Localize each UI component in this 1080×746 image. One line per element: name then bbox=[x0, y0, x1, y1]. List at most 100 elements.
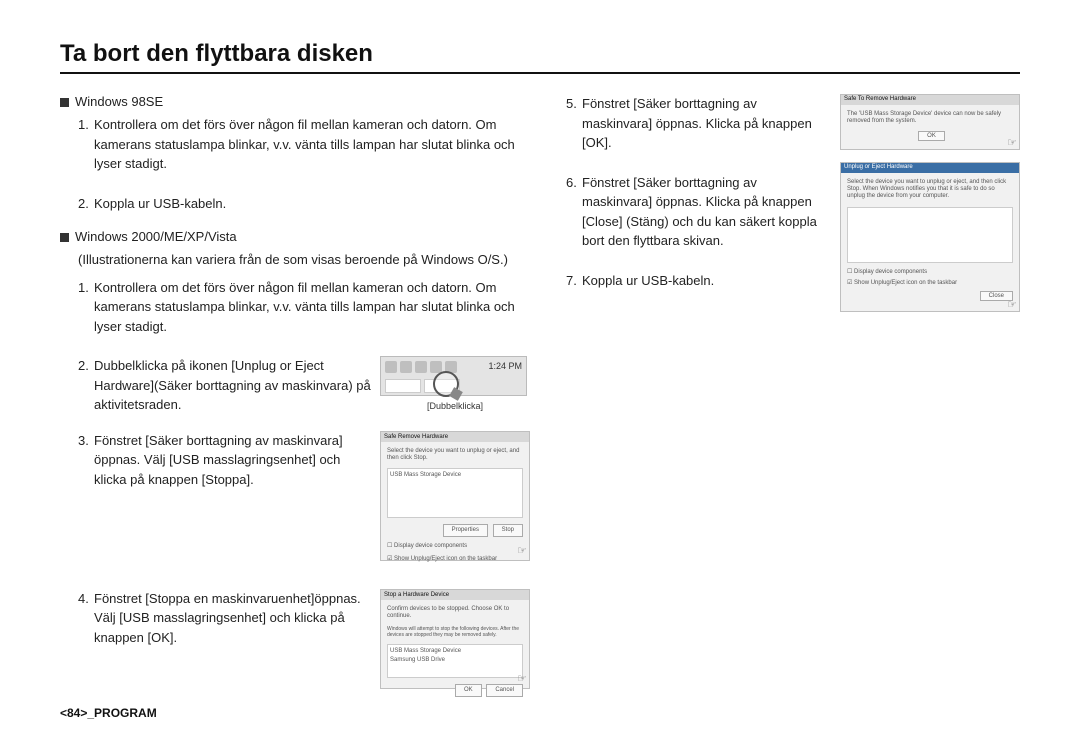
tray-slot bbox=[385, 379, 421, 393]
dialog-body: Select the device you want to unplug or … bbox=[384, 445, 526, 465]
step-text: Dubbelklicka på ikonen [Unplug or Eject … bbox=[94, 356, 372, 415]
step-number: 7. bbox=[566, 271, 582, 291]
square-bullet-icon bbox=[60, 233, 69, 242]
right-figures-column: Safe To Remove Hardware The 'USB Mass St… bbox=[840, 94, 1020, 717]
step4-text-part: 4. Fönstret [Stoppa en maskinvaruenhet]ö… bbox=[78, 589, 372, 701]
list-item: 7. Koppla ur USB-kabeln. bbox=[566, 271, 826, 291]
checkbox-line: ☐ Display device components bbox=[384, 540, 526, 553]
step-number: 4. bbox=[78, 589, 94, 648]
section2-heading-text: Windows 2000/ME/XP/Vista bbox=[75, 229, 237, 244]
system-tray-illustration: 1:24 PM bbox=[380, 356, 527, 396]
dialog-list: USB Mass Storage Device Samsung USB Driv… bbox=[387, 644, 523, 678]
tray-icon bbox=[400, 361, 412, 373]
list-item: 4. Fönstret [Stoppa en maskinvaruenhet]ö… bbox=[78, 589, 372, 648]
step3-text-part: 3. Fönstret [Säker borttagning av maskin… bbox=[78, 431, 372, 573]
pointer-hand-icon: ☞ bbox=[1007, 298, 1017, 311]
tray-figure: 1:24 PM [Dubbelklicka] bbox=[380, 356, 530, 415]
ok-button[interactable]: OK bbox=[455, 684, 482, 697]
dialog-body-2: Windows will attempt to stop the followi… bbox=[384, 623, 526, 641]
step3-row: 3. Fönstret [Säker borttagning av maskin… bbox=[78, 431, 530, 573]
dialog-buttons: Properties Stop bbox=[384, 521, 526, 540]
title-wrap: Ta bort den flyttbara disken bbox=[60, 40, 1020, 74]
step2-text-part: 2. Dubbelklicka på ikonen [Unplug or Eje… bbox=[78, 356, 372, 415]
check-label: Display device components bbox=[854, 269, 927, 275]
dialog-stop-device: Stop a Hardware Device Confirm devices t… bbox=[380, 589, 530, 689]
dialog-list bbox=[847, 207, 1013, 263]
step-number: 6. bbox=[566, 173, 582, 251]
list-item: 3. Fönstret [Säker borttagning av maskin… bbox=[78, 431, 372, 490]
dialog-titlebar: Stop a Hardware Device bbox=[381, 590, 529, 600]
content-columns: Windows 98SE 1. Kontrollera om det förs … bbox=[60, 94, 1020, 717]
section2-heading: Windows 2000/ME/XP/Vista bbox=[60, 229, 530, 244]
check-label: Show Unplug/Eject icon on the taskbar bbox=[394, 556, 497, 562]
right-column: 5. Fönstret [Säker borttagning av maskin… bbox=[566, 94, 1020, 717]
dialog-titlebar: Safe Remove Hardware bbox=[381, 432, 529, 442]
check-label: Show Unplug/Eject icon on the taskbar bbox=[854, 280, 957, 286]
list-entry: USB Mass Storage Device bbox=[390, 472, 461, 478]
dialog-buttons: OK bbox=[844, 128, 1016, 144]
dialog-body: Confirm devices to be stopped. Choose OK… bbox=[384, 603, 526, 623]
dialog-buttons: OK Cancel bbox=[384, 681, 526, 700]
step-number: 1. bbox=[78, 115, 94, 174]
list-item: 6. Fönstret [Säker borttagning av maskin… bbox=[566, 173, 826, 251]
step-text: Fönstret [Säker borttagning av maskinvar… bbox=[94, 431, 372, 490]
square-bullet-icon bbox=[60, 98, 69, 107]
right-list: 5. Fönstret [Säker borttagning av maskin… bbox=[566, 94, 826, 290]
section1-list: 1. Kontrollera om det förs över någon fi… bbox=[60, 115, 530, 213]
dialog-safe-to-remove: Safe To Remove Hardware The 'USB Mass St… bbox=[840, 94, 1020, 150]
section1-heading-text: Windows 98SE bbox=[75, 94, 163, 109]
step-text: Fönstret [Säker borttagning av maskinvar… bbox=[582, 173, 826, 251]
list-item: 2. Dubbelklicka på ikonen [Unplug or Eje… bbox=[78, 356, 372, 415]
checkbox-line: ☑ Show Unplug/Eject icon on the taskbar bbox=[844, 277, 1016, 288]
dialog-list: USB Mass Storage Device bbox=[387, 468, 523, 518]
dialog-safe-remove: Safe Remove Hardware Select the device y… bbox=[380, 431, 530, 561]
pointer-hand-icon: ☞ bbox=[517, 543, 527, 560]
dialog-titlebar: Safe To Remove Hardware bbox=[841, 95, 1019, 105]
stop-button[interactable]: Stop bbox=[493, 524, 523, 537]
section2-list: 1. Kontrollera om det förs över någon fi… bbox=[60, 278, 530, 701]
tray-icon bbox=[415, 361, 427, 373]
tray-icons-row: 1:24 PM bbox=[385, 360, 522, 374]
check-label: Display device components bbox=[394, 543, 467, 549]
step2-row: 2. Dubbelklicka på ikonen [Unplug or Eje… bbox=[78, 356, 530, 415]
step-text: Fönstret [Säker borttagning av maskinvar… bbox=[582, 94, 826, 153]
step-text: Koppla ur USB-kabeln. bbox=[94, 194, 530, 214]
step-text: Kontrollera om det förs över någon fil m… bbox=[94, 278, 530, 337]
page-root: Ta bort den flyttbara disken Windows 98S… bbox=[0, 0, 1080, 746]
pointer-hand-icon: ☞ bbox=[517, 671, 527, 688]
step-number: 3. bbox=[78, 431, 94, 490]
dialog-body: Select the device you want to unplug or … bbox=[844, 176, 1016, 204]
list-item: 1. Kontrollera om det förs över någon fi… bbox=[78, 278, 530, 337]
tray-clock: 1:24 PM bbox=[488, 360, 522, 374]
dialog-unplug-eject: Unplug or Eject Hardware Select the devi… bbox=[840, 162, 1020, 312]
tray-caption: [Dubbelklicka] bbox=[380, 400, 530, 414]
checkbox-line: ☑ Show Unplug/Eject icon on the taskbar bbox=[384, 553, 526, 566]
step-text: Kontrollera om det förs över någon fil m… bbox=[94, 115, 530, 174]
section2-intro: (Illustrationerna kan variera från de so… bbox=[60, 250, 530, 270]
step3-figure: Safe Remove Hardware Select the device y… bbox=[380, 431, 530, 573]
list-entry: USB Mass Storage Device bbox=[390, 647, 520, 656]
step-number: 2. bbox=[78, 194, 94, 214]
tray-icon bbox=[385, 361, 397, 373]
step-number: 1. bbox=[78, 278, 94, 337]
step-number: 5. bbox=[566, 94, 582, 153]
checkbox-line: ☐ Display device components bbox=[844, 266, 1016, 277]
dialog-buttons: Close bbox=[844, 288, 1016, 304]
page-footer: <84>_PROGRAM bbox=[60, 706, 157, 720]
dialog-titlebar: Unplug or Eject Hardware bbox=[841, 163, 1019, 173]
step-text: Koppla ur USB-kabeln. bbox=[582, 271, 826, 291]
step-number: 2. bbox=[78, 356, 94, 415]
section1-heading: Windows 98SE bbox=[60, 94, 530, 109]
properties-button[interactable]: Properties bbox=[443, 524, 488, 537]
step4-row: 4. Fönstret [Stoppa en maskinvaruenhet]ö… bbox=[78, 589, 530, 701]
left-column: Windows 98SE 1. Kontrollera om det förs … bbox=[60, 94, 530, 717]
pointer-hand-icon: ☞ bbox=[1007, 136, 1017, 149]
ok-button[interactable]: OK bbox=[918, 131, 945, 141]
step4-figure: Stop a Hardware Device Confirm devices t… bbox=[380, 589, 530, 701]
list-item: 5. Fönstret [Säker borttagning av maskin… bbox=[566, 94, 826, 153]
page-title: Ta bort den flyttbara disken bbox=[60, 40, 1020, 68]
right-text-column: 5. Fönstret [Säker borttagning av maskin… bbox=[566, 94, 826, 717]
list-entry: Samsung USB Drive bbox=[390, 656, 520, 665]
list-item: 2. Koppla ur USB-kabeln. bbox=[78, 194, 530, 214]
step-text: Fönstret [Stoppa en maskinvaruenhet]öppn… bbox=[94, 589, 372, 648]
